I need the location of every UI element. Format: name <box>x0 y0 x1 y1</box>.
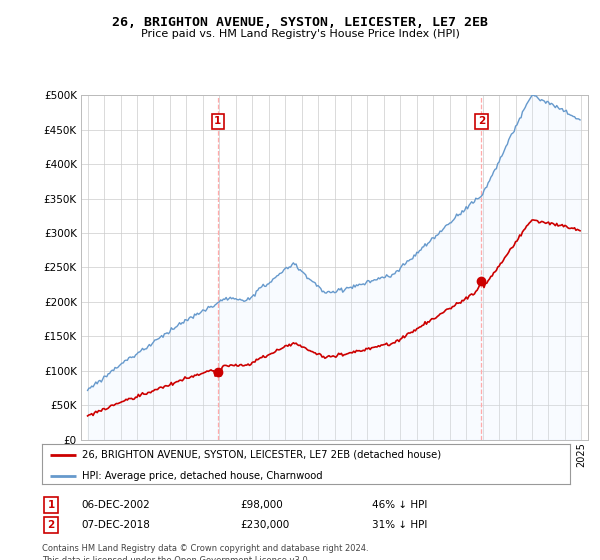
Text: 1: 1 <box>214 116 221 127</box>
Text: 07-DEC-2018: 07-DEC-2018 <box>81 520 150 530</box>
Text: Price paid vs. HM Land Registry's House Price Index (HPI): Price paid vs. HM Land Registry's House … <box>140 29 460 39</box>
Text: 2: 2 <box>478 116 485 127</box>
Text: 2: 2 <box>47 520 55 530</box>
Text: £230,000: £230,000 <box>240 520 289 530</box>
Text: HPI: Average price, detached house, Charnwood: HPI: Average price, detached house, Char… <box>82 470 322 480</box>
Text: Contains HM Land Registry data © Crown copyright and database right 2024.
This d: Contains HM Land Registry data © Crown c… <box>42 544 368 560</box>
Text: 1: 1 <box>47 500 55 510</box>
Text: 31% ↓ HPI: 31% ↓ HPI <box>372 520 427 530</box>
Text: 26, BRIGHTON AVENUE, SYSTON, LEICESTER, LE7 2EB: 26, BRIGHTON AVENUE, SYSTON, LEICESTER, … <box>112 16 488 29</box>
Text: 26, BRIGHTON AVENUE, SYSTON, LEICESTER, LE7 2EB (detached house): 26, BRIGHTON AVENUE, SYSTON, LEICESTER, … <box>82 450 441 460</box>
Text: £98,000: £98,000 <box>240 500 283 510</box>
Text: 06-DEC-2002: 06-DEC-2002 <box>81 500 150 510</box>
Text: 46% ↓ HPI: 46% ↓ HPI <box>372 500 427 510</box>
